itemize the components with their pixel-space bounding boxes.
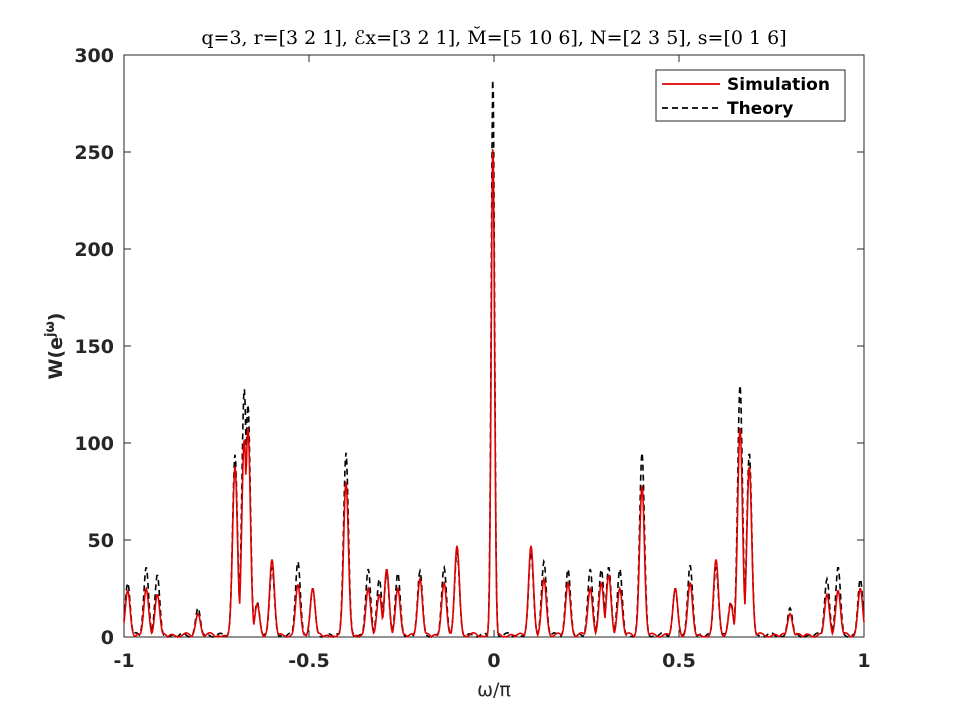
x-tick-label: -0.5: [288, 650, 330, 672]
y-axis-label: W(ejω): [43, 313, 67, 380]
x-tick-label: -1: [113, 650, 134, 672]
plot-area: -1 -0.5 0 0.5 1 0 50 100 150 200 250 300: [74, 45, 870, 672]
y-tick-label: 300: [74, 45, 114, 67]
ticks-layer: -1 -0.5 0 0.5 1 0 50 100 150 200 250 300: [74, 45, 870, 672]
y-tick-label: 0: [101, 627, 114, 649]
legend-entry-simulation: Simulation: [727, 75, 830, 95]
x-tick-label: 1: [857, 650, 870, 672]
y-tick-label: 150: [74, 336, 114, 358]
series-layer: [123, 79, 865, 639]
y-tick-label: 100: [74, 433, 114, 455]
x-axis-label: ω/π: [477, 679, 511, 701]
x-tick-label: 0: [487, 650, 500, 672]
legend-entry-theory: Theory: [727, 99, 793, 119]
y-tick-label: 250: [74, 142, 114, 164]
series-line-simulation: [123, 149, 865, 639]
y-tick-label: 50: [88, 530, 114, 552]
legend: Simulation Theory: [655, 69, 846, 122]
chart-title: q=3, r=[3 2 1], ℰx=[3 2 1], M̆=[5 10 6],…: [201, 27, 786, 49]
y-tick-label: 200: [74, 239, 114, 261]
legend-box: [655, 69, 846, 122]
x-tick-label: 0.5: [662, 650, 696, 672]
